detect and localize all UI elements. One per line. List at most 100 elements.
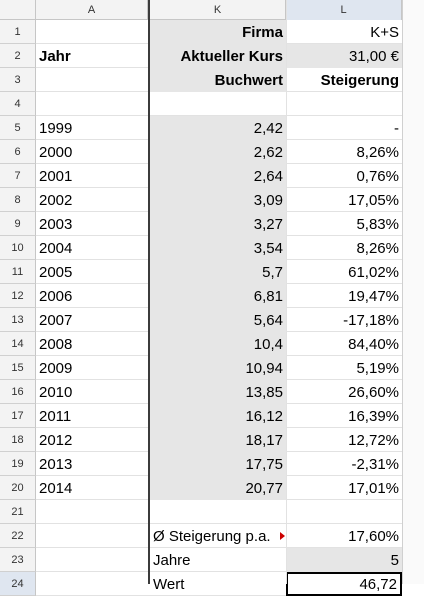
row-header[interactable]: 12 [0,284,36,308]
cell-l1[interactable]: K+S [370,23,399,41]
cell-a23[interactable] [36,548,148,572]
cell-k14[interactable]: 10,4 [150,332,286,356]
cell-l11[interactable]: 61,02% [348,263,399,281]
cell-k22[interactable]: Ø Steigerung p.a. [153,527,271,545]
cell-k6[interactable]: 2,62 [150,140,286,164]
row-header[interactable]: 24 [0,572,36,596]
cell-l4[interactable] [286,92,402,116]
cell-k23[interactable]: Jahre [153,551,191,569]
cell-k20[interactable]: 20,77 [150,476,286,500]
cell-a17[interactable]: 2011 [39,407,72,425]
row-header[interactable]: 15 [0,356,36,380]
cell-a5[interactable]: 1999 [39,119,73,137]
cell-l17[interactable]: 16,39% [348,407,399,425]
cell-l23[interactable]: 5 [286,548,402,572]
cell-a11[interactable]: 2005 [39,263,73,281]
cell-k21[interactable] [150,500,286,524]
cell-l9[interactable]: 5,83% [356,215,399,233]
cell-k1[interactable]: Firma [150,20,286,44]
cell-k16[interactable]: 13,85 [150,380,286,404]
cell-k18[interactable]: 18,17 [150,428,286,452]
cell-a8[interactable]: 2002 [39,191,73,209]
cell-a18[interactable]: 2012 [39,431,73,449]
row-header[interactable]: 4 [0,92,36,116]
cell-l16[interactable]: 26,60% [348,383,399,401]
row-header[interactable]: 5 [0,116,36,140]
cell-l10[interactable]: 8,26% [356,239,399,257]
row-header[interactable]: 14 [0,332,36,356]
cell-a7[interactable]: 2001 [39,167,73,185]
cell-k3[interactable]: Buchwert [150,68,286,92]
column-header-l[interactable]: L [286,0,402,20]
cell-a1[interactable] [36,20,148,44]
row-header[interactable]: 1 [0,20,36,44]
cell-k13[interactable]: 5,64 [150,308,286,332]
cell-a22[interactable] [36,524,148,548]
row-header[interactable]: 19 [0,452,36,476]
cell-k19[interactable]: 17,75 [150,452,286,476]
cell-l24[interactable]: 46,72 [286,572,402,596]
cell-a10[interactable]: 2004 [39,239,73,257]
row-header[interactable]: 18 [0,428,36,452]
cell-k24[interactable]: Wert [153,575,185,593]
comment-marker-icon[interactable] [280,532,285,540]
cell-k2[interactable]: Aktueller Kurs [150,44,286,68]
cell-a2[interactable]: Jahr [39,47,71,65]
select-all-corner[interactable] [0,0,36,20]
cell-a19[interactable]: 2013 [39,455,73,473]
cell-a6[interactable]: 2000 [39,143,73,161]
row-header[interactable]: 17 [0,404,36,428]
row-header[interactable]: 20 [0,476,36,500]
cell-a3[interactable] [36,68,148,92]
row-header[interactable]: 3 [0,68,36,92]
cell-l13[interactable]: -17,18% [343,311,399,329]
cell-a15[interactable]: 2009 [39,359,73,377]
cell-a21[interactable] [36,500,148,524]
row-header[interactable]: 13 [0,308,36,332]
row-header[interactable]: 2 [0,44,36,68]
row-header[interactable]: 6 [0,140,36,164]
cell-a20[interactable]: 2014 [39,479,73,497]
cell-l7[interactable]: 0,76% [356,167,399,185]
cell-k5[interactable]: 2,42 [150,116,286,140]
vertical-scrollbar[interactable] [402,0,424,584]
cell-k7[interactable]: 2,64 [150,164,286,188]
cell-k10[interactable]: 3,54 [150,236,286,260]
cell-a4[interactable] [36,92,148,116]
row-header[interactable]: 21 [0,500,36,524]
cell-k15[interactable]: 10,94 [150,356,286,380]
cell-k12[interactable]: 6,81 [150,284,286,308]
cell-a14[interactable]: 2008 [39,335,73,353]
cell-l22[interactable]: 17,60% [348,527,399,545]
cell-l5[interactable]: - [394,119,399,137]
row-header[interactable]: 11 [0,260,36,284]
cell-k8[interactable]: 3,09 [150,188,286,212]
column-header-k[interactable]: K [150,0,286,20]
row-header[interactable]: 22 [0,524,36,548]
cell-a13[interactable]: 2007 [39,311,73,329]
cell-k11[interactable]: 5,7 [150,260,286,284]
cell-a9[interactable]: 2003 [39,215,73,233]
cell-a24[interactable] [36,572,148,596]
column-header-a[interactable]: A [36,0,148,20]
cell-l12[interactable]: 19,47% [348,287,399,305]
cell-l18[interactable]: 12,72% [348,431,399,449]
row-header[interactable]: 16 [0,380,36,404]
row-header[interactable]: 7 [0,164,36,188]
row-header[interactable]: 10 [0,236,36,260]
cell-l8[interactable]: 17,05% [348,191,399,209]
cell-l3[interactable]: Steigerung [320,71,399,89]
cell-l20[interactable]: 17,01% [348,479,399,497]
cell-l15[interactable]: 5,19% [356,359,399,377]
cell-l6[interactable]: 8,26% [356,143,399,161]
row-header[interactable]: 23 [0,548,36,572]
cell-l2[interactable]: 31,00 € [286,44,402,68]
cell-a12[interactable]: 2006 [39,287,73,305]
cell-l14[interactable]: 84,40% [348,335,399,353]
cell-a16[interactable]: 2010 [39,383,73,401]
row-header[interactable]: 8 [0,188,36,212]
cell-l21[interactable] [286,500,402,524]
cell-l19[interactable]: -2,31% [351,455,399,473]
row-header[interactable]: 9 [0,212,36,236]
